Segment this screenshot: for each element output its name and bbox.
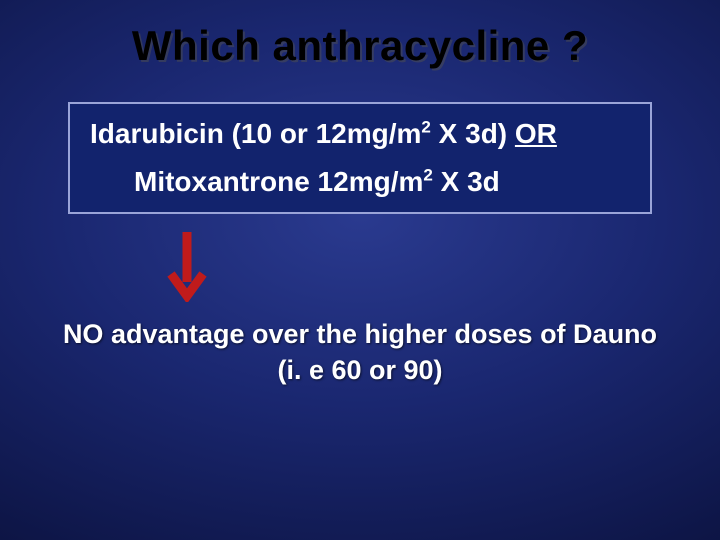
conclusion-text: NO advantage over the higher doses of Da… xyxy=(0,316,720,389)
drug-options-box: Idarubicin (10 or 12mg/m2 X 3d) OR Mitox… xyxy=(68,102,652,214)
conclusion-line2: (i. e 60 or 90) xyxy=(0,352,720,388)
mitoxantrone-text-post: X 3d xyxy=(433,166,500,197)
conclusion-line1: NO advantage over the higher doses of Da… xyxy=(0,316,720,352)
down-arrow-icon xyxy=(165,228,209,302)
idarubicin-text-mid: X 3d) xyxy=(431,118,515,149)
mitoxantrone-text-pre: Mitoxantrone 12mg/m xyxy=(134,166,423,197)
option-idarubicin: Idarubicin (10 or 12mg/m2 X 3d) OR xyxy=(90,120,650,148)
idarubicin-text-pre: Idarubicin (10 or 12mg/m xyxy=(90,118,421,149)
mitoxantrone-sup: 2 xyxy=(423,166,432,185)
idarubicin-sup: 2 xyxy=(421,118,430,137)
option-mitoxantrone: Mitoxantrone 12mg/m2 X 3d xyxy=(90,168,650,196)
slide-title: Which anthracycline ? xyxy=(0,22,720,70)
slide: Which anthracycline ? Idarubicin (10 or … xyxy=(0,0,720,540)
or-text: OR xyxy=(515,118,557,149)
